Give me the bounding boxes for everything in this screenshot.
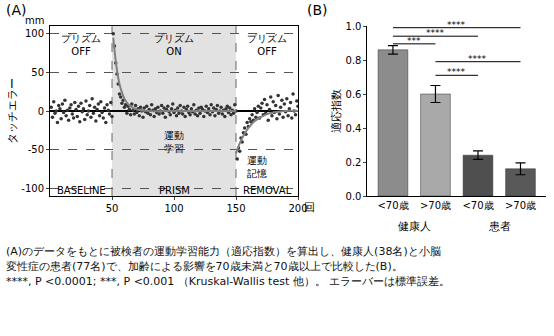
svg-text:タッチエラー: タッチエラー	[6, 78, 19, 144]
svg-text:50: 50	[106, 203, 119, 214]
svg-text:-50: -50	[28, 144, 44, 155]
svg-text:患者: 患者	[488, 220, 511, 233]
svg-text:PRISM: PRISM	[159, 185, 190, 196]
svg-text:***: ***	[407, 36, 421, 46]
svg-text:BASELINE: BASELINE	[57, 185, 106, 196]
svg-text:****: ****	[447, 20, 466, 30]
svg-text:運動記憶: 運動記憶	[247, 155, 267, 179]
svg-text:プリズムON: プリズムON	[154, 33, 194, 57]
svg-text:(A): (A)	[6, 2, 27, 18]
svg-text:-100: -100	[21, 183, 44, 194]
svg-text:****: ****	[447, 67, 466, 77]
svg-text:プリズムOFF: プリズムOFF	[61, 33, 101, 57]
svg-text:プリズムOFF: プリズムOFF	[247, 33, 287, 57]
svg-text:回: 回	[304, 201, 315, 214]
svg-text:適応指数: 適応指数	[330, 89, 343, 133]
svg-text:<70歳: <70歳	[462, 200, 493, 211]
svg-text:>70歳: >70歳	[505, 200, 536, 211]
svg-text:****: ****	[426, 28, 445, 38]
svg-text:>70歳: >70歳	[420, 200, 451, 211]
svg-text:<70歳: <70歳	[377, 200, 408, 211]
svg-text:REMOVAL: REMOVAL	[243, 185, 292, 196]
html-text:変性症の患者(77名)で、加齢による影響を70歳未満と70歳: 変性症の患者(77名)で、加齢による影響を70歳未満と70歳以上で比較した(B)…	[6, 260, 403, 273]
svg-text:0.8: 0.8	[346, 55, 362, 66]
svg-text:(B): (B)	[307, 2, 328, 18]
svg-text:0.4: 0.4	[346, 123, 362, 134]
svg-text:0.6: 0.6	[346, 89, 362, 100]
svg-text:****: ****	[468, 54, 487, 64]
svg-text:0.2: 0.2	[346, 157, 362, 168]
svg-text:150: 150	[226, 203, 245, 214]
svg-text:100: 100	[164, 203, 183, 214]
svg-text:運動学習: 運動学習	[164, 130, 184, 154]
svg-text:50: 50	[31, 67, 44, 78]
svg-text:1.0: 1.0	[346, 21, 362, 32]
svg-text:100: 100	[25, 28, 44, 39]
svg-text:200: 200	[288, 203, 307, 214]
svg-text:健康人: 健康人	[398, 220, 431, 233]
html-text:****, P <0.0001; ***, P <0.001: ****, P <0.0001; ***, P <0.001 （Kruskal-…	[6, 275, 451, 288]
svg-text:mm: mm	[25, 15, 44, 26]
svg-text:0: 0	[38, 106, 44, 117]
html-text:(A)のデータをもとに被検者の運動学習能力（適応指数）を算出: (A)のデータをもとに被検者の運動学習能力（適応指数）を算出し、健康人(38名)…	[6, 245, 441, 258]
svg-text:0.0: 0.0	[346, 191, 362, 202]
